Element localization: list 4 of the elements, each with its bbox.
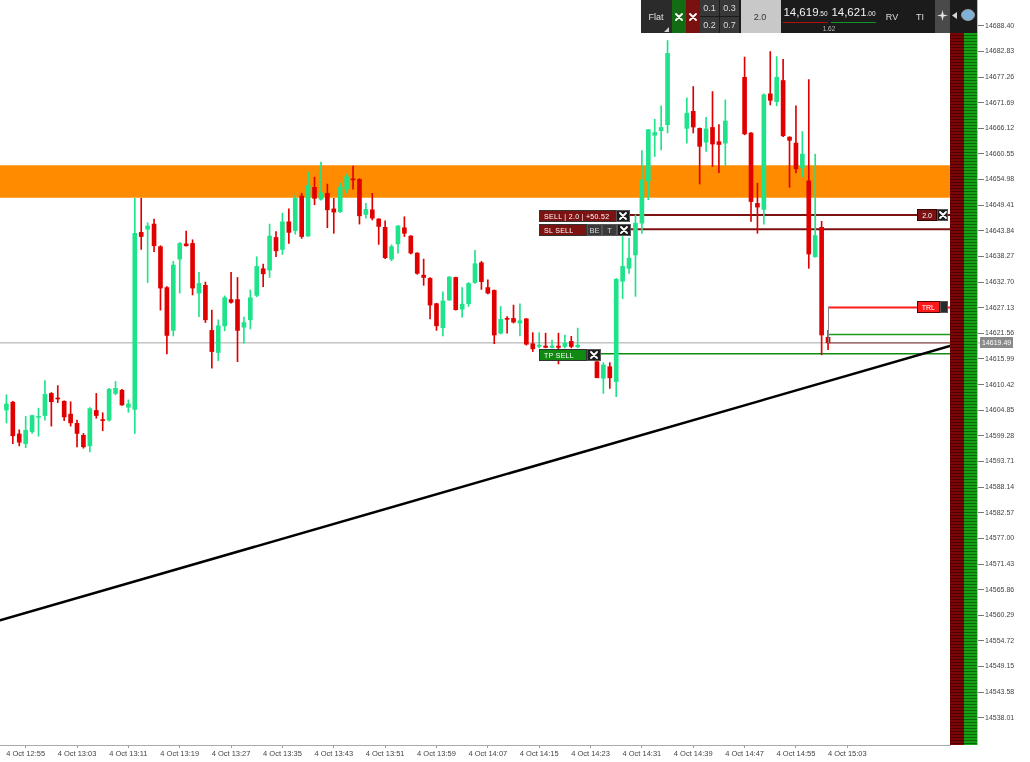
annotation: 0.2 [700, 17, 719, 33]
annotation: 0.7 [720, 17, 739, 33]
annotation: 0.3 [720, 0, 739, 16]
annotation: 0.1 [700, 0, 719, 16]
